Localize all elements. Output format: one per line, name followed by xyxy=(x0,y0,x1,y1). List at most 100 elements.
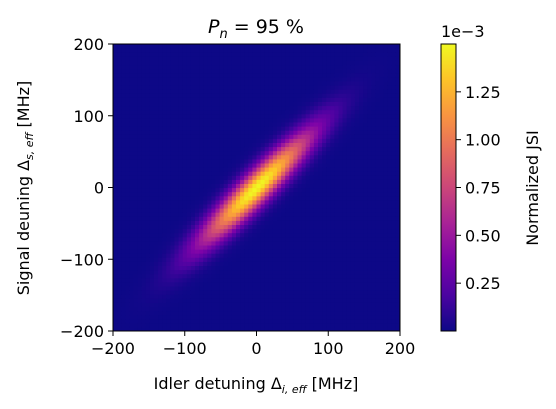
heatmap-cell xyxy=(305,52,311,57)
heatmap-cell xyxy=(203,97,208,102)
heatmap-cell xyxy=(383,158,389,164)
heatmap-cell xyxy=(113,253,118,258)
heatmap-cell xyxy=(121,261,126,266)
heatmap-cell xyxy=(211,76,217,82)
heatmap-cell xyxy=(219,85,225,90)
heatmap-cell xyxy=(174,208,180,213)
heatmap-cell xyxy=(289,105,294,111)
heatmap-cell xyxy=(244,261,249,266)
heatmap-cell xyxy=(154,134,159,139)
heatmap-cell xyxy=(338,64,344,70)
heatmap-cell xyxy=(330,68,335,74)
heatmap-cell xyxy=(363,134,368,139)
heatmap-cell xyxy=(334,277,340,283)
heatmap-cell xyxy=(121,257,126,262)
heatmap-cell xyxy=(371,85,376,90)
heatmap-cell xyxy=(231,48,237,53)
heatmap-cell xyxy=(113,175,118,180)
heatmap-cell xyxy=(293,240,299,246)
heatmap-cell xyxy=(322,314,327,320)
heatmap-cell xyxy=(277,72,282,78)
heatmap-cell xyxy=(195,322,200,328)
heatmap-cell xyxy=(322,236,327,242)
heatmap-cell xyxy=(305,134,311,139)
heatmap-cell xyxy=(178,232,184,238)
heatmap-cell xyxy=(244,290,249,295)
y-tick-label: 200 xyxy=(73,35,104,54)
heatmap-cell xyxy=(322,179,327,184)
heatmap-cell xyxy=(268,212,274,217)
heatmap-cell xyxy=(334,244,340,250)
colorbar-tick-label: 0.25 xyxy=(465,274,501,293)
heatmap-cell xyxy=(260,294,266,299)
heatmap-cell xyxy=(129,326,135,331)
heatmap-cell xyxy=(354,171,360,176)
heatmap-cell xyxy=(277,154,282,160)
heatmap-cell xyxy=(117,224,122,230)
heatmap-cell xyxy=(281,183,286,189)
heatmap-cell xyxy=(309,175,315,180)
heatmap-cell xyxy=(289,171,294,176)
heatmap-cell xyxy=(133,64,139,70)
heatmap-cell xyxy=(277,232,282,238)
heatmap-cell xyxy=(334,138,340,143)
heatmap-cell xyxy=(133,212,139,217)
heatmap-cell xyxy=(359,97,364,102)
heatmap-cell xyxy=(309,232,315,238)
heatmap-cell xyxy=(223,191,229,197)
heatmap-cell xyxy=(256,224,262,230)
heatmap-cell xyxy=(227,121,233,127)
heatmap-cell xyxy=(268,89,274,94)
heatmap-cell xyxy=(354,44,360,49)
heatmap-cell xyxy=(367,179,372,184)
heatmap-cell xyxy=(289,93,294,98)
heatmap-cell xyxy=(137,195,143,201)
heatmap-cell xyxy=(227,80,233,86)
heatmap-cell xyxy=(309,277,315,283)
heatmap-cell xyxy=(256,212,262,217)
heatmap-cell xyxy=(141,244,147,250)
heatmap-cell xyxy=(309,97,315,102)
heatmap-cell xyxy=(363,240,368,246)
heatmap-cell xyxy=(354,261,360,266)
heatmap-cell xyxy=(248,269,253,275)
heatmap-cell xyxy=(186,126,192,131)
heatmap-cell xyxy=(154,126,159,131)
heatmap-cell xyxy=(363,150,368,156)
heatmap-cell xyxy=(113,64,118,70)
heatmap-cell xyxy=(313,150,319,156)
heatmap-cell xyxy=(342,171,348,176)
heatmap-cell xyxy=(330,314,335,320)
heatmap-cell xyxy=(383,134,389,139)
heatmap-cell xyxy=(285,117,290,123)
heatmap-cell xyxy=(252,130,258,135)
heatmap-cell xyxy=(326,146,331,152)
heatmap-cell xyxy=(211,208,217,213)
heatmap-cell xyxy=(182,240,188,246)
heatmap-cell xyxy=(330,93,335,98)
heatmap-cell xyxy=(281,240,286,246)
heatmap-cell xyxy=(125,97,130,102)
heatmap-cell xyxy=(190,52,196,57)
heatmap-cell xyxy=(223,158,229,164)
heatmap-cell xyxy=(113,158,118,164)
heatmap-cell xyxy=(190,158,196,164)
heatmap-cell xyxy=(199,183,204,189)
heatmap-cell xyxy=(395,310,400,316)
heatmap-cell xyxy=(297,121,303,127)
heatmap-cell xyxy=(113,273,118,279)
heatmap-cell xyxy=(346,134,352,139)
heatmap-cell xyxy=(244,253,249,258)
heatmap-cell xyxy=(375,154,381,160)
heatmap-cell xyxy=(133,195,139,201)
heatmap-cell xyxy=(248,48,253,53)
heatmap-cell xyxy=(383,261,389,266)
heatmap-cell xyxy=(227,158,233,164)
heatmap-cell xyxy=(322,290,327,295)
heatmap-cell xyxy=(219,154,225,160)
heatmap-cell xyxy=(395,52,400,57)
heatmap-cell xyxy=(277,60,282,66)
heatmap-cell xyxy=(129,285,135,291)
heatmap-cell xyxy=(383,93,389,98)
heatmap-cell xyxy=(170,80,176,86)
